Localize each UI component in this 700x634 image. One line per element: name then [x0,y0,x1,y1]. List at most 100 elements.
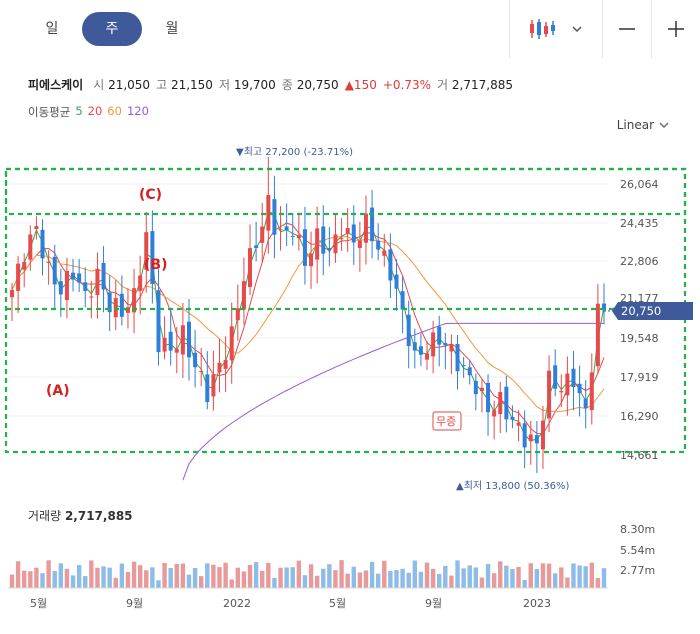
candle-body [101,263,106,290]
candle-body [290,235,295,237]
volume-bar [101,566,106,588]
candle-body [302,229,307,266]
tab-month[interactable]: 월 [165,21,179,37]
zone-outer-box [4,167,687,454]
moving-average-legend[interactable]: 이동평균 5 20 60 120 [28,104,149,120]
chevron-down-icon [572,26,582,33]
volume-bar [107,567,112,588]
volume-title-value: 2,717,885 [64,509,133,523]
volume-bar [314,575,320,588]
candle-body [418,346,423,355]
zone-label-b: (B) [144,257,167,273]
candle-body [235,308,240,321]
candle-body [315,228,320,260]
volume-bar [437,574,442,588]
volume-value: 2,717,885 [451,78,513,92]
candle-body [77,273,82,283]
tab-day[interactable]: 일 [45,21,59,37]
volume-bar [601,568,607,588]
candle-body [132,288,137,313]
volume-bar [125,572,131,588]
candle-body [327,248,332,250]
zoom-out-button[interactable] [602,0,651,58]
volume-tick-label: 5.54m [620,544,655,557]
candle-body [376,240,381,250]
volume-bar [284,567,289,588]
scale-dropdown[interactable]: Linear [617,118,670,132]
moving-average-line [11,236,605,413]
candle-body [571,368,576,387]
chart-tools [509,0,700,58]
volume-bar [430,568,436,588]
y-tick-label: 26,064 [620,178,659,191]
volume-bar [95,567,100,588]
y-tick-label: 17,919 [620,371,659,384]
volume-bar [28,571,33,588]
volume-bar [321,568,326,588]
candle-body [150,231,155,285]
candle-body [156,290,161,353]
volume-bar [290,567,295,588]
volume-bar [308,564,314,588]
candle-body [363,213,368,243]
candle-body [412,342,417,351]
volume-bar [64,568,70,588]
volume-bar [15,561,21,588]
candle-body [565,373,570,396]
volume-bar [351,566,356,588]
volume-bar [229,579,234,588]
volume-bar [369,561,375,588]
volume-bar [473,567,479,588]
candle-body [357,240,362,248]
volume-bar [156,580,161,588]
candle-body [272,199,277,235]
candle-body [479,387,484,392]
volume-title-label: 거래량 [28,509,62,523]
candle-body [370,207,375,242]
moving-average-line [11,209,605,442]
volume-bar [443,565,448,588]
volume-bar [394,569,399,588]
candlestick-series [10,157,606,474]
candle-body [193,352,198,368]
volume-bar [162,562,167,588]
candle-body [248,248,253,288]
volume-bar [266,562,271,588]
plus-icon [668,21,684,37]
candle-body [211,374,216,397]
chart-type-button[interactable] [509,0,602,58]
candle-body [333,234,338,254]
volume-bar [247,564,253,588]
candle-body [522,423,527,448]
candle-body [510,416,515,420]
candle-body [309,253,314,267]
zone-label-a: (A) [46,383,70,399]
volume-bar [595,578,601,588]
volume-bar [375,573,381,588]
candle-body [180,325,185,355]
candle-body [437,326,442,345]
volume-bar [9,574,15,588]
ma-period-120: 120 [126,104,149,118]
moving-average-lines [11,209,605,481]
candle-body [186,321,191,358]
volume-bar [211,564,216,588]
zone-c-box [4,167,687,216]
volume-tick-label: 8.30m [620,523,655,536]
candle-body [467,367,472,376]
candle-body [449,344,454,352]
candle-body [425,353,430,360]
ma-label: 이동평균 [28,105,71,119]
zoom-in-button[interactable] [651,0,700,58]
candle-body [577,383,582,394]
volume-bar [577,565,582,588]
price-info-bar: 피에스케이 시 21,050 고 21,150 저 19,700 종 20,75… [28,76,513,93]
tab-week[interactable]: 주 [82,12,142,46]
chevron-down-icon [659,122,669,128]
candle-body [583,398,588,409]
volume-bar [418,571,424,588]
volume-bar [52,570,57,588]
rights-issue-badge: 무증 [432,411,462,431]
y-tick-label: 21,177 [620,292,659,305]
